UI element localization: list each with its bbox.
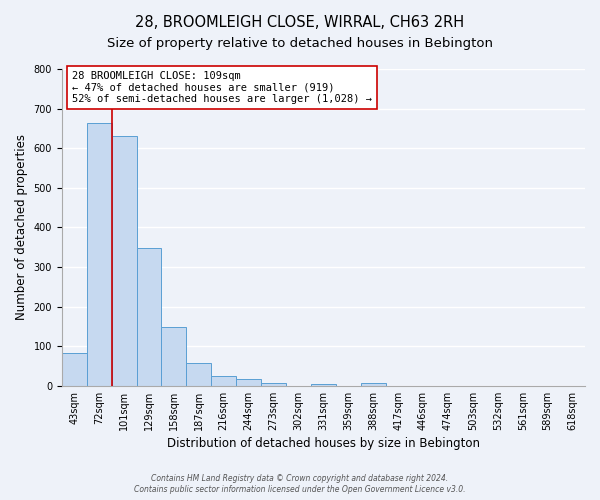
- Bar: [187, 363, 211, 386]
- Bar: [261, 382, 286, 386]
- Bar: [112, 136, 137, 386]
- X-axis label: Distribution of detached houses by size in Bebington: Distribution of detached houses by size …: [167, 437, 480, 450]
- Bar: [211, 376, 236, 386]
- Bar: [62, 353, 86, 386]
- Text: 28, BROOMLEIGH CLOSE, WIRRAL, CH63 2RH: 28, BROOMLEIGH CLOSE, WIRRAL, CH63 2RH: [136, 15, 464, 30]
- Text: 28 BROOMLEIGH CLOSE: 109sqm
← 47% of detached houses are smaller (919)
52% of se: 28 BROOMLEIGH CLOSE: 109sqm ← 47% of det…: [72, 71, 372, 104]
- Bar: [361, 382, 386, 386]
- Text: Contains HM Land Registry data © Crown copyright and database right 2024.
Contai: Contains HM Land Registry data © Crown c…: [134, 474, 466, 494]
- Y-axis label: Number of detached properties: Number of detached properties: [15, 134, 28, 320]
- Bar: [137, 248, 161, 386]
- Bar: [86, 124, 112, 386]
- Bar: [311, 384, 336, 386]
- Bar: [161, 327, 187, 386]
- Bar: [236, 378, 261, 386]
- Text: Size of property relative to detached houses in Bebington: Size of property relative to detached ho…: [107, 38, 493, 51]
